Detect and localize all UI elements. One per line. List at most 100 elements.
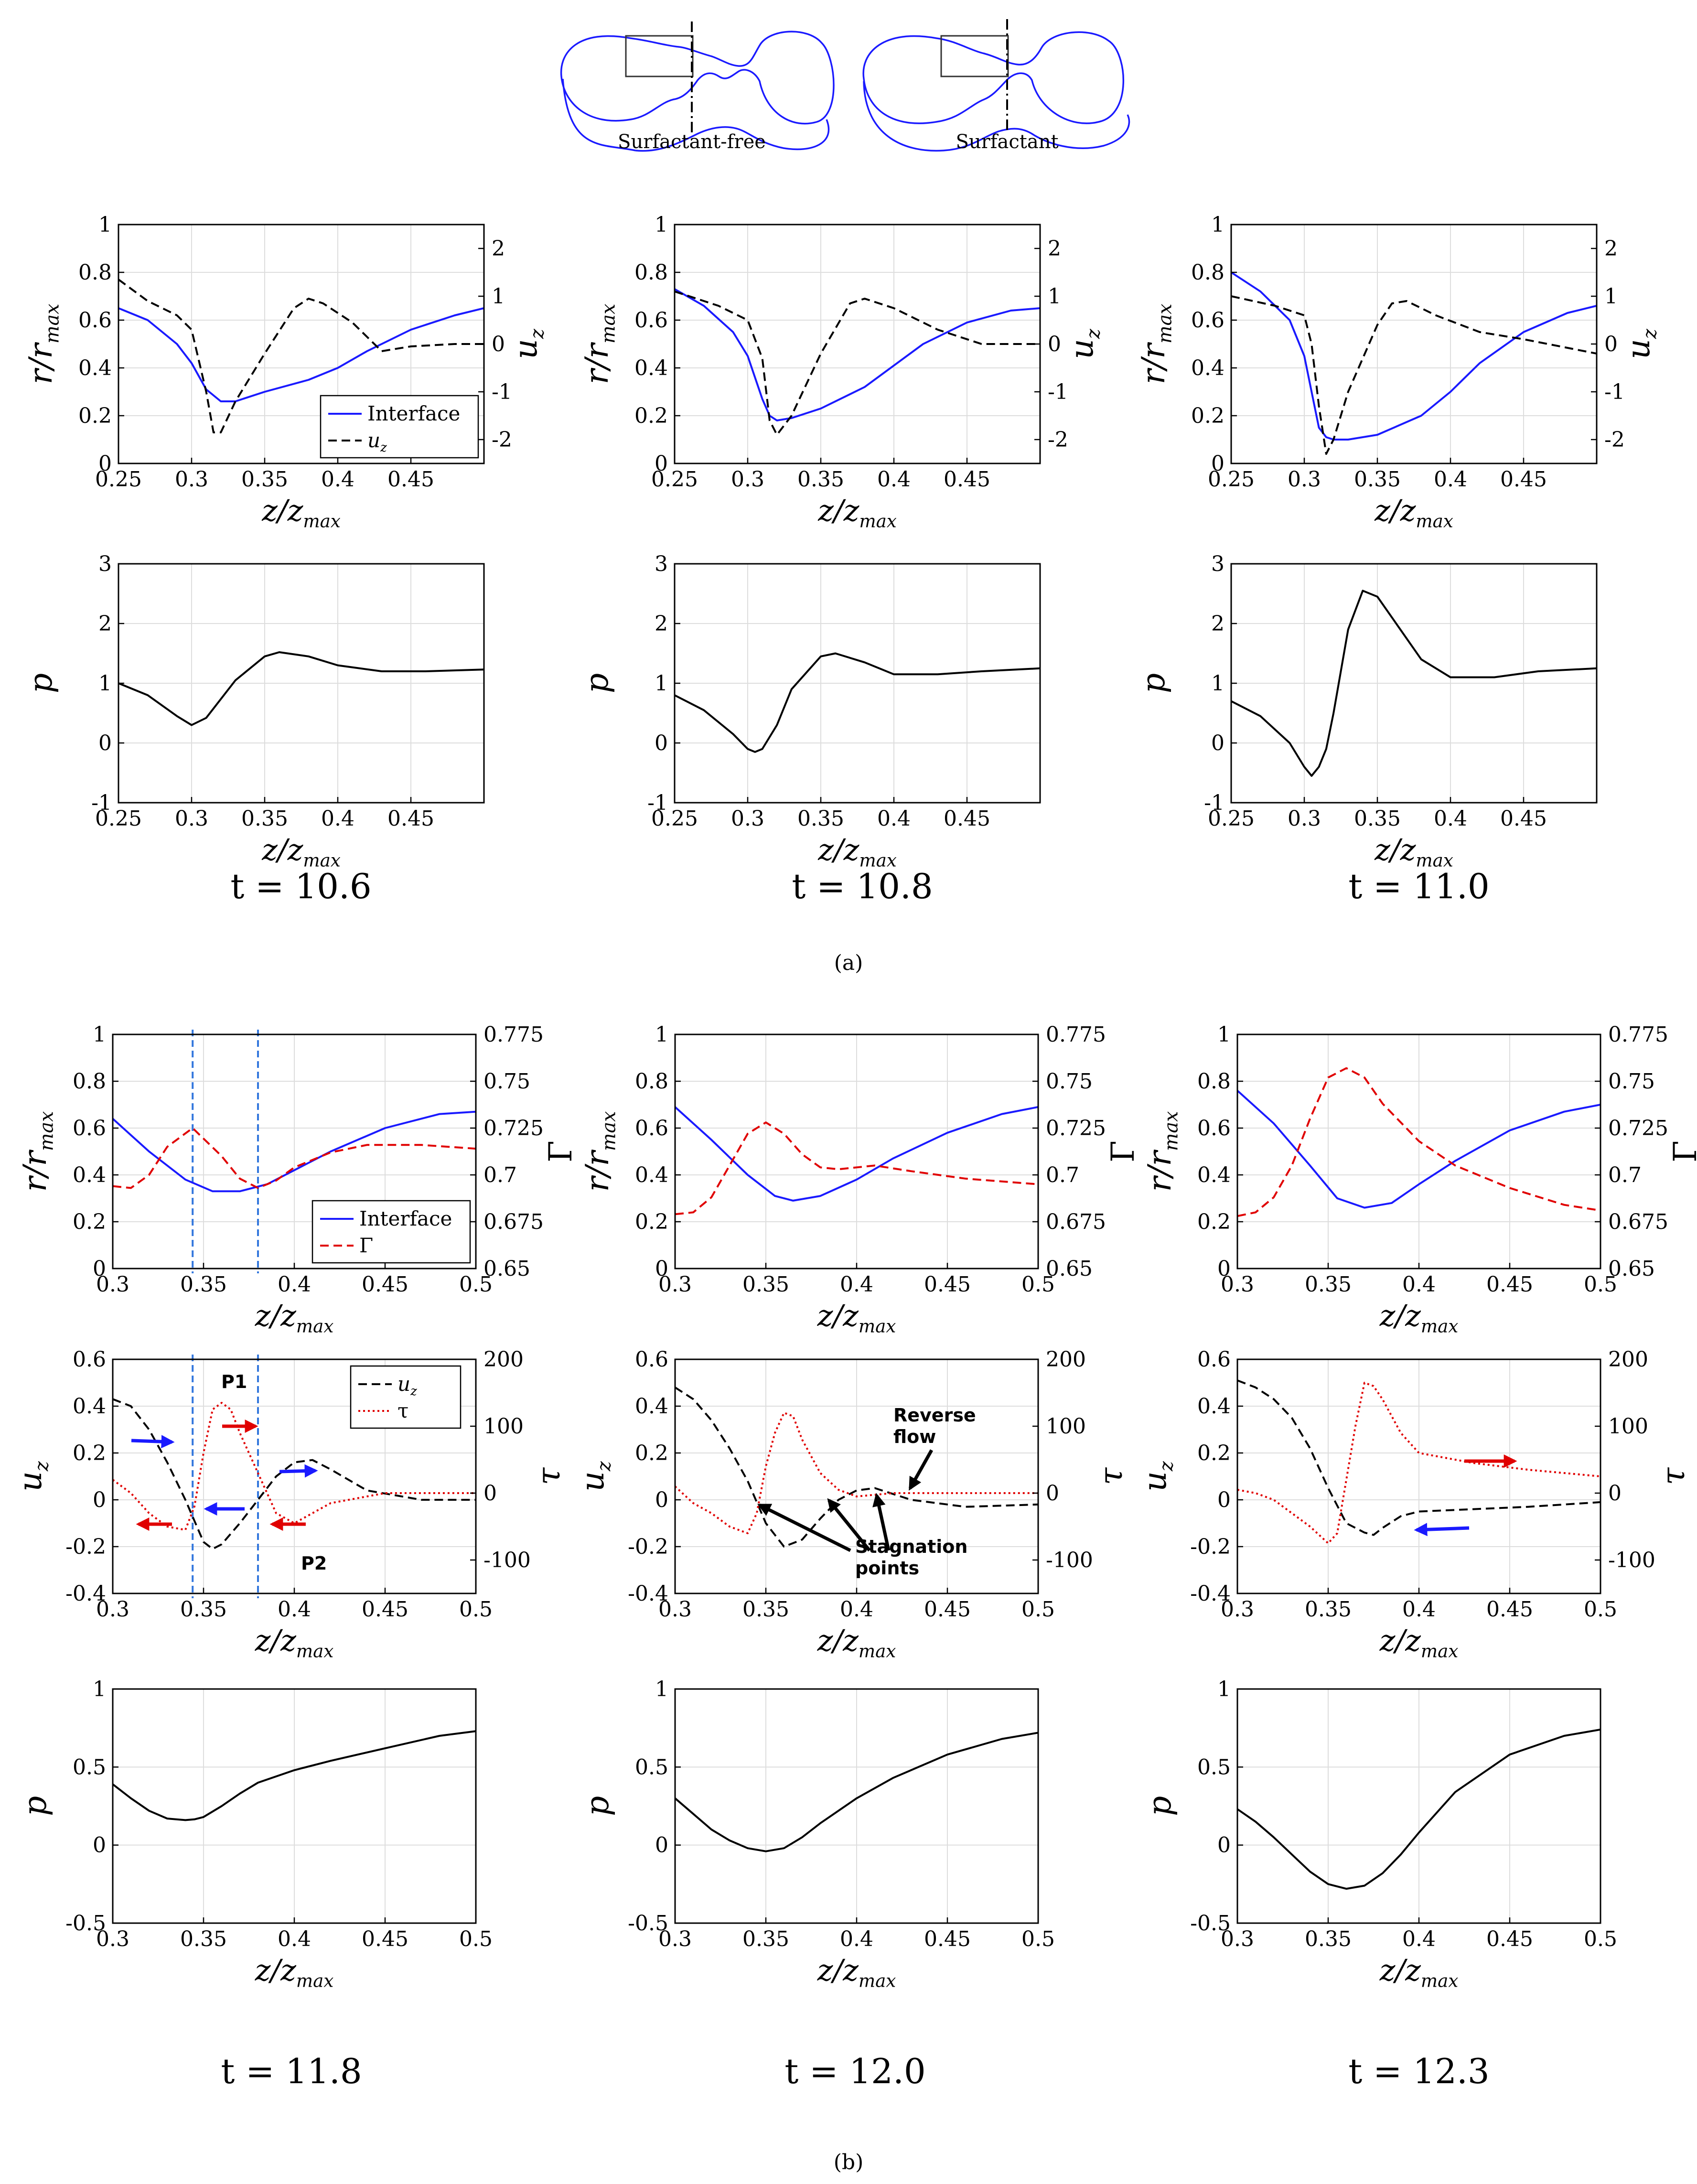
x-tick-label: 0.4 — [1402, 1272, 1436, 1297]
y-tick-label: 1 — [1217, 1022, 1231, 1047]
y-axis-label-text: p — [1135, 673, 1172, 693]
y2-tick-label: -100 — [483, 1548, 531, 1572]
y2-tick-label: 0 — [1046, 1481, 1059, 1506]
y-tick-label: 0.5 — [1197, 1755, 1231, 1779]
x-tick-label: 0.4 — [278, 1927, 311, 1951]
x-tick-label: 0.45 — [924, 1272, 971, 1297]
y-axis-label-text: p — [22, 673, 59, 693]
y-axis-label-text: p — [17, 1796, 54, 1816]
y-tick-label: 0.4 — [1191, 356, 1224, 380]
y-axis-label-main: p — [1135, 673, 1172, 693]
series-line-uz — [1237, 1379, 1600, 1536]
x-axis-label: z/zmax — [1374, 493, 1453, 532]
legend-box — [320, 395, 479, 459]
y2-tick-label: 1 — [492, 284, 505, 309]
x-tick-label: 0.35 — [1354, 467, 1401, 492]
x-tick-label: 0.35 — [241, 467, 288, 492]
x-axis-label-main: z — [817, 493, 834, 528]
y-tick-label: 0.4 — [635, 1163, 668, 1187]
y2-axis-label-text: Γ — [1667, 1140, 1697, 1162]
x-tick-label: 0.4 — [1402, 1597, 1436, 1622]
x-axis-label-slash: / — [1393, 1623, 1407, 1658]
y2-axis-label-text: τ — [1093, 1467, 1129, 1485]
y2-tick-label: 0.75 — [483, 1069, 530, 1094]
time-label-11-0: t = 11.0 — [1348, 866, 1489, 906]
y-axis-label-text: uz — [1137, 1461, 1178, 1492]
y-tick-label: 0.4 — [73, 1163, 106, 1187]
x-axis-label-main: z — [842, 1953, 859, 1988]
y-axis-label: uz — [574, 1461, 615, 1492]
y2-tick-label: 0.775 — [1608, 1022, 1668, 1047]
x-tick-label: 0.3 — [1221, 1927, 1254, 1951]
x-tick-label: 0.5 — [1584, 1597, 1617, 1622]
x-axis-label-main: z — [817, 832, 834, 867]
y-tick-label: -0.2 — [628, 1535, 668, 1559]
y2-axis-label: Γ — [542, 1140, 579, 1162]
x-tick-label: 0.5 — [1584, 1272, 1617, 1297]
y2-axis-label: uz — [1620, 328, 1661, 359]
y2-tick-label: 0.775 — [1046, 1022, 1106, 1047]
x-tick-label: 0.35 — [797, 467, 844, 492]
x-axis-label-slash: / — [831, 493, 846, 528]
x-tick-label: 0.45 — [387, 807, 434, 831]
y2-axis-label-main: u — [1620, 339, 1657, 359]
y2-tick-label: 0.675 — [483, 1210, 544, 1234]
y-tick-label: 0.4 — [78, 356, 112, 380]
y2-axis-label-sub: z — [1083, 328, 1105, 339]
x-tick-label: 0.45 — [1486, 1927, 1533, 1951]
y-tick-label: 0.4 — [1197, 1394, 1231, 1419]
y-tick-label: 3 — [1211, 552, 1224, 576]
y-axis-label: r/rmax — [579, 1111, 620, 1192]
y-axis-label: r/rmax — [1135, 304, 1176, 385]
legend-sub: z — [410, 1384, 417, 1399]
y2-tick-label: 0 — [1604, 332, 1618, 356]
y-tick-label: 0.5 — [635, 1755, 668, 1779]
x-axis-label-text: z/zmax — [817, 832, 897, 871]
y2-axis-label-text: uz — [507, 328, 548, 359]
y-tick-label: 0 — [655, 731, 668, 755]
surfactant-free-label: Surfactant-free — [618, 131, 766, 153]
drop-outline-lower-right — [635, 119, 830, 152]
y-tick-label: 0 — [655, 1833, 668, 1858]
y2-axis-label: τ — [1093, 1467, 1129, 1485]
x-tick-label: 0.4 — [321, 467, 354, 492]
series-line-p — [675, 652, 1040, 753]
y2-axis-label-text: uz — [1063, 328, 1105, 359]
y-tick-label: 3 — [98, 552, 112, 576]
y2-tick-label: 0.675 — [1608, 1210, 1668, 1234]
x-axis-label-slash: / — [268, 1953, 283, 1988]
drop-outline — [862, 31, 1124, 124]
y-tick-label: 0.6 — [634, 308, 668, 333]
chart-b5: 0.3 0.35 0.4 0.45 0.5 -0.4 -0.2 0 0.2 0.4 0.6 -100 0… — [574, 1347, 1129, 1662]
x-axis-label-text: z/zmax — [255, 1623, 334, 1662]
y2-axis-label: uz — [1063, 328, 1105, 359]
x-axis-label: z/zmax — [817, 493, 897, 532]
stagnation-arrow — [827, 1498, 871, 1552]
y-tick-label: 0 — [655, 1488, 668, 1512]
x-tick-label: 0.25 — [1208, 807, 1255, 831]
x-tick-label: 0.35 — [742, 1597, 789, 1622]
x-axis-label-main: z — [1405, 1953, 1421, 1988]
x-tick-label: 0.25 — [651, 807, 698, 831]
x-tick-label: 0.3 — [658, 1927, 692, 1951]
annotation-p1: P1 — [221, 1371, 247, 1392]
y-tick-label: 2 — [98, 612, 112, 636]
y-tick-label: 0.6 — [73, 1116, 106, 1140]
x-tick-label: 0.4 — [840, 1927, 873, 1951]
x-axis-label-slash: / — [268, 1623, 283, 1658]
y2-axis-label-text: Γ — [542, 1140, 579, 1162]
y2-axis-label-sub: z — [526, 328, 548, 339]
legend: Interface Γ — [311, 1200, 471, 1264]
y-tick-label: -0.4 — [65, 1582, 106, 1606]
x-tick-label: 0.35 — [1305, 1597, 1352, 1622]
y2-tick-label: 0.7 — [1608, 1163, 1642, 1187]
y2-tick-label: 100 — [1608, 1414, 1648, 1439]
y2-tick-label: -1 — [492, 380, 512, 404]
x-tick-label: 0.25 — [95, 807, 142, 831]
y-axis-label-sub: max — [36, 1111, 58, 1151]
x-axis-label: z/zmax — [261, 832, 341, 871]
x-axis-label-text: z/zmax — [1374, 493, 1453, 532]
